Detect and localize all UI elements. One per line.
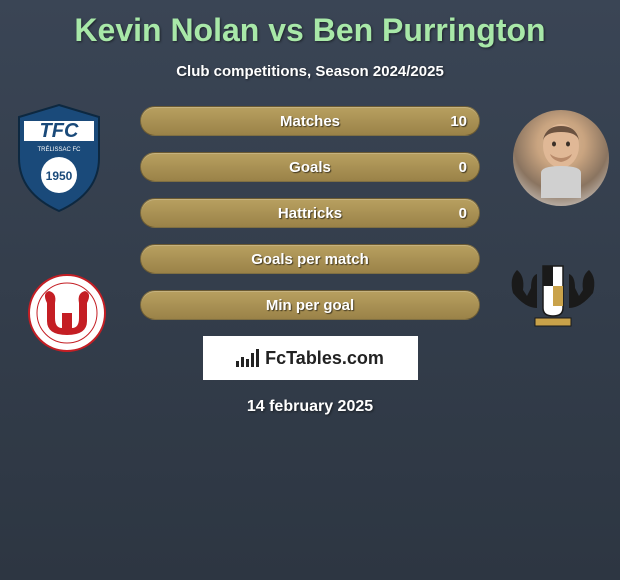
stat-row-gpm: Goals per match [140, 244, 480, 274]
dragon-crest-icon [27, 273, 107, 353]
stats-list: Matches 10 Goals 0 Hattricks 0 Goals per… [140, 98, 480, 320]
stat-label: Hattricks [278, 205, 342, 222]
comparison-panel: TFC TRÉLISSAC FC 1950 [0, 98, 620, 416]
chart-icon [236, 349, 259, 367]
player2-club-badge [504, 233, 602, 353]
page-title: Kevin Nolan vs Ben Purrington [0, 0, 620, 49]
stat-row-matches: Matches 10 [140, 106, 480, 136]
stat-label: Goals per match [251, 251, 369, 268]
stat-label: Matches [280, 113, 340, 130]
grecians-crest-icon [505, 258, 601, 328]
stat-value-right: 10 [450, 113, 467, 130]
tfc-shield-icon: TFC TRÉLISSAC FC 1950 [14, 103, 104, 213]
player1-club-badge-2 [18, 253, 116, 373]
stat-row-goals: Goals 0 [140, 152, 480, 182]
avatar-icon [513, 110, 609, 206]
stat-row-hattricks: Hattricks 0 [140, 198, 480, 228]
svg-text:TRÉLISSAC FC: TRÉLISSAC FC [37, 146, 81, 153]
stat-label: Min per goal [266, 297, 354, 314]
brand-text: FcTables.com [265, 348, 384, 369]
stat-value-right: 0 [459, 159, 467, 176]
stat-value-right: 0 [459, 205, 467, 222]
svg-text:TFC: TFC [40, 120, 79, 142]
player1-club-badge: TFC TRÉLISSAC FC 1950 [10, 98, 108, 218]
brand-logo: FcTables.com [203, 336, 418, 380]
player2-photo [512, 98, 610, 218]
date-text: 14 february 2025 [0, 398, 620, 416]
svg-text:1950: 1950 [46, 169, 73, 183]
subtitle: Club competitions, Season 2024/2025 [0, 63, 620, 80]
stat-row-mpg: Min per goal [140, 290, 480, 320]
stat-label: Goals [289, 159, 331, 176]
